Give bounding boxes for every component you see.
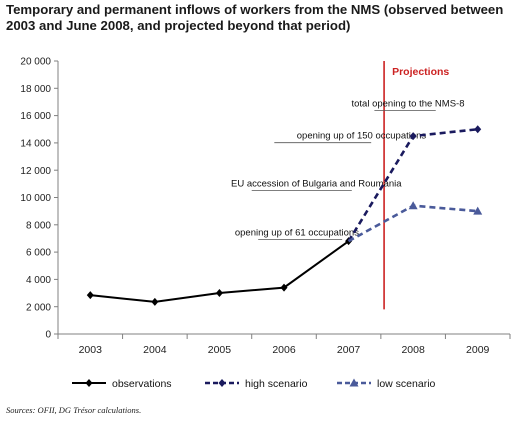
legend-label: low scenario [377, 378, 436, 390]
annotation-label: EU accession of Bulgaria and Roumania [231, 178, 402, 189]
data-point [215, 289, 223, 298]
data-point [409, 132, 417, 141]
y-tick-label: 16 000 [20, 111, 51, 122]
x-tick-label: 2005 [208, 344, 232, 356]
data-point [474, 125, 482, 134]
data-point [151, 297, 159, 306]
legend: observations high scenario low scenario [72, 378, 436, 390]
legend-marker [218, 379, 226, 387]
annotations: Projections total opening to the NMS-8 ope… [231, 61, 464, 310]
projection-label: Projections [392, 66, 449, 78]
x-tick-label: 2003 [79, 344, 103, 356]
legend-label: observations [112, 378, 172, 390]
y-tick-label: 6 000 [26, 248, 51, 259]
y-tick-label: 12 000 [20, 166, 51, 177]
chart-title: Temporary and permanent inflows of worke… [6, 2, 504, 33]
y-tick-label: 18 000 [20, 84, 51, 95]
source-note: Sources: OFII, DG Trésor calculations. [6, 405, 142, 415]
x-tick-label: 2008 [401, 344, 425, 356]
data-point [280, 283, 288, 292]
data-point [473, 206, 483, 215]
legend-marker [85, 379, 93, 387]
y-tick-label: 10 000 [20, 193, 51, 204]
x-tick-label: 2004 [143, 344, 167, 356]
y-tick-label: 20 000 [20, 57, 51, 68]
data-point [408, 201, 418, 210]
y-tick-label: 4 000 [26, 275, 51, 286]
annotation-label: opening up of 61 occupations [235, 228, 359, 239]
annotation-label: total opening to the NMS-8 [351, 99, 464, 110]
annotation-label: opening up of 150 occupations [297, 131, 427, 142]
x-tick-label: 2009 [466, 344, 490, 356]
x-tick-label: 2006 [272, 344, 296, 356]
axes: 0 2 000 4 000 6 000 8 000 10 000 12 000 14 000 1… [20, 57, 511, 356]
series-lines [86, 125, 483, 306]
legend-label: high scenario [245, 378, 308, 390]
legend-marker [349, 378, 359, 387]
y-tick-label: 0 [45, 330, 51, 341]
x-tick-label: 2007 [337, 344, 361, 356]
y-tick-label: 14 000 [20, 139, 51, 150]
y-tick-label: 2 000 [26, 302, 51, 313]
data-point [86, 291, 94, 300]
y-tick-label: 8 000 [26, 220, 51, 231]
